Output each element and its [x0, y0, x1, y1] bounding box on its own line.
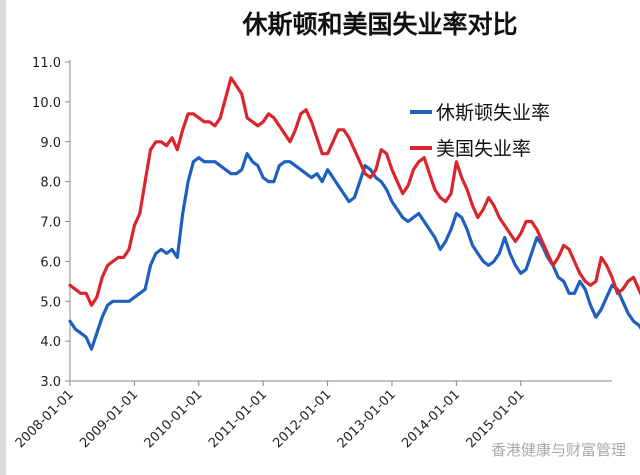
y-tick-label: 7.0 — [40, 216, 61, 231]
y-tick-label: 4.0 — [40, 335, 61, 350]
legend-label-1: 休斯顿失业率 — [436, 102, 550, 124]
x-tick-label: 2014-01-01 — [399, 387, 463, 451]
series-line-2 — [68, 76, 640, 307]
x-tick-label: 2013-01-01 — [335, 387, 399, 451]
x-tick-label: 2011-01-01 — [206, 387, 270, 451]
y-tick-label: 9.0 — [40, 136, 61, 151]
y-tick-label: 11.0 — [32, 56, 61, 71]
series-line-1 — [68, 152, 640, 351]
y-tick-label: 3.0 — [40, 375, 61, 390]
x-tick-label: 2009-01-01 — [77, 387, 141, 451]
x-tick-label: 2008-01-01 — [13, 387, 77, 451]
chart-title: 休斯顿和美国失业率对比 — [241, 10, 517, 39]
watermark-text: 香港健康与财富管理 — [491, 441, 626, 459]
y-tick-label: 5.0 — [40, 295, 61, 310]
x-tick-label: 2010-01-01 — [142, 387, 206, 451]
y-tick-label: 6.0 — [40, 255, 61, 270]
left-edge-bar — [0, 0, 6, 475]
x-tick-label: 2012-01-01 — [270, 387, 334, 451]
y-tick-label: 10.0 — [32, 96, 61, 111]
y-tick-label: 8.0 — [40, 176, 61, 191]
legend-label-2: 美国失业率 — [436, 138, 531, 160]
